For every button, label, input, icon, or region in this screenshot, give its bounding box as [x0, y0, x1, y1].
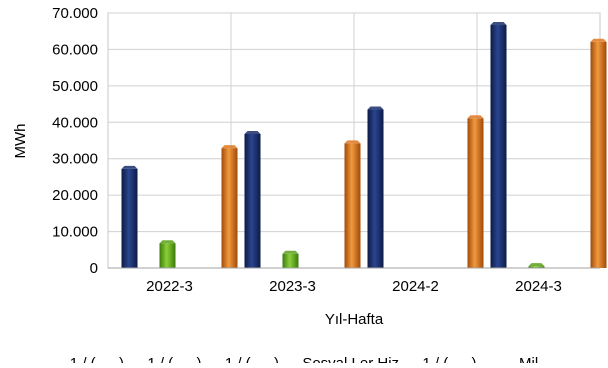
x-tick-label: 2024-3	[515, 278, 562, 295]
bar	[490, 25, 507, 269]
legend: … 1 / ( … ) … 1 / ( … ) … 1 / ( … ) … So…	[51, 355, 558, 363]
y-tick-label: 40.000	[52, 114, 98, 131]
bar-cap	[590, 38, 607, 42]
bar-cap	[221, 145, 238, 149]
bar	[467, 118, 484, 269]
bar-cap	[367, 106, 384, 110]
bar	[121, 168, 138, 268]
y-tick-label: 20.000	[52, 187, 98, 204]
bar-cap	[282, 250, 299, 254]
bar-cap	[344, 140, 361, 144]
bar-cap	[244, 130, 261, 134]
y-axis-title: MWh	[12, 124, 29, 159]
bar-cap	[490, 22, 507, 26]
bar	[344, 143, 361, 268]
bar-cap	[159, 240, 176, 244]
bar	[159, 243, 176, 268]
x-tick-label: 2022-3	[146, 278, 193, 295]
y-tick-label: 30.000	[52, 151, 98, 168]
y-tick-label: 50.000	[52, 78, 98, 95]
x-tick-label: 2024-2	[392, 278, 439, 295]
x-axis-title: Yıl-Hafta	[325, 311, 384, 328]
bar-cap	[121, 165, 138, 169]
bar	[528, 266, 545, 268]
bar-cap	[467, 115, 484, 119]
y-tick-label: 70.000	[52, 5, 98, 22]
x-tick-label: 2023-3	[269, 278, 316, 295]
y-tick-label: 60.000	[52, 41, 98, 58]
bar	[221, 148, 238, 268]
bar	[244, 133, 261, 268]
y-tick-label: 0	[90, 260, 98, 277]
y-tick-label: 10.000	[52, 224, 98, 241]
bar	[367, 109, 384, 269]
bar	[282, 253, 299, 268]
bar-cap	[528, 263, 545, 267]
bar	[590, 41, 607, 269]
